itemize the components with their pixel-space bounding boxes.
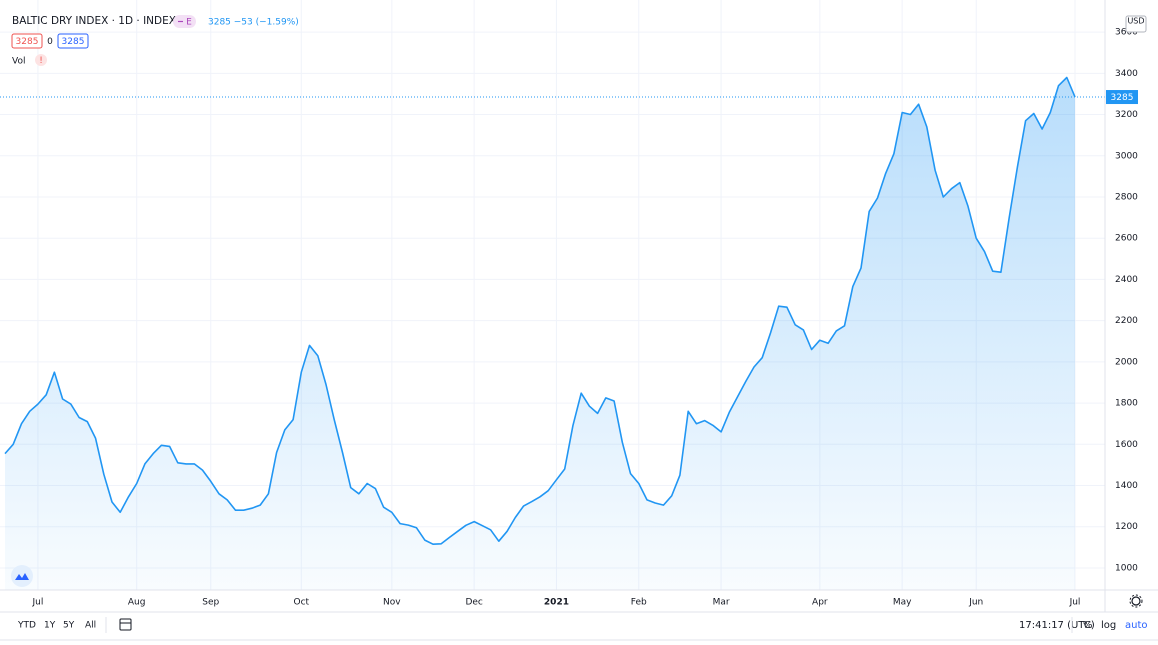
y-tick-label: 1800 <box>1115 399 1138 409</box>
range-button[interactable]: 1Y <box>44 621 56 631</box>
range-button[interactable]: All <box>85 621 96 631</box>
quote: 3285 −53 (−1.59%) <box>208 18 299 28</box>
y-tick-label: 3000 <box>1115 151 1138 161</box>
x-tick-label: Sep <box>202 598 219 608</box>
settings-icon[interactable] <box>1131 596 1141 606</box>
range-button[interactable]: 5Y <box>63 621 75 631</box>
exchange-badge: E <box>186 18 192 28</box>
y-tick-label: 1000 <box>1115 563 1138 573</box>
x-tick-label: Dec <box>465 598 482 608</box>
badge <box>173 15 196 28</box>
y-tick-label: 2000 <box>1115 357 1138 367</box>
value-box <box>57 33 89 49</box>
price-box <box>11 33 43 49</box>
price-box-text: 3285 <box>16 37 39 47</box>
date-range-icon[interactable] <box>119 618 132 631</box>
range-button[interactable]: YTD <box>17 621 36 631</box>
x-tick-label: Jul <box>31 598 43 608</box>
currency-box[interactable] <box>1125 15 1147 33</box>
y-tick-label: 2400 <box>1115 275 1138 285</box>
logo-icon <box>15 573 29 580</box>
y-tick-label: 2800 <box>1115 192 1138 202</box>
area <box>5 77 1075 590</box>
y-tick-label: 3200 <box>1115 110 1138 120</box>
settings-icon <box>1129 594 1143 608</box>
x-tick-label: Jul <box>1069 598 1081 608</box>
x-tick-label: Feb <box>631 598 647 608</box>
log-toggle[interactable]: log <box>1101 620 1116 631</box>
warning-icon[interactable] <box>35 54 47 66</box>
y-tick-label: 1600 <box>1115 440 1138 450</box>
x-tick-label: Jun <box>968 598 983 608</box>
x-tick-label: Aug <box>128 598 146 608</box>
x-tick-label: Oct <box>294 598 310 608</box>
currency: USD <box>1127 17 1144 26</box>
x-tick-label: Mar <box>713 598 730 608</box>
x-tick-label: May <box>893 598 912 608</box>
last-price-label: 3285 <box>1111 93 1134 103</box>
y-tick-label: 2200 <box>1115 316 1138 326</box>
logo[interactable] <box>11 565 33 587</box>
price-axis: 1000 1200 1400 1600 1800 2000 2200 2400 2600 2800… <box>1106 28 1138 573</box>
percent-toggle[interactable]: % <box>1083 620 1093 631</box>
y-tick-label: 3400 <box>1115 69 1138 79</box>
auto-toggle[interactable]: auto <box>1125 620 1148 631</box>
y-tick-label: 1200 <box>1115 522 1138 532</box>
volume-box-text: 0 <box>47 37 53 47</box>
x-tick-label: Nov <box>383 598 401 608</box>
last-price-tag <box>1106 90 1138 105</box>
range-buttons: YTD 1Y 5Y All <box>17 621 96 631</box>
x-tick-label: Apr <box>812 598 828 608</box>
symbol-title: BALTIC DRY INDEX · 1D · INDEX <box>12 15 176 27</box>
time-axis: Jul Aug Sep Oct Nov Dec 2021 Feb Mar Apr May Jun Jul <box>31 598 1080 608</box>
plot <box>0 76 1105 590</box>
volume-label[interactable]: Vol <box>12 57 25 67</box>
line <box>4 76 1076 545</box>
clock[interactable]: 17:41:17 (UTC) <box>1019 620 1095 631</box>
y-tick-label: 2600 <box>1115 234 1138 244</box>
x-tick-label: 2021 <box>544 598 569 608</box>
value-box-text: 3285 <box>62 37 85 47</box>
y-tick-label: 3600 <box>1115 28 1138 38</box>
y-tick-label: 1400 <box>1115 481 1138 491</box>
warning-text: ! <box>39 56 43 66</box>
